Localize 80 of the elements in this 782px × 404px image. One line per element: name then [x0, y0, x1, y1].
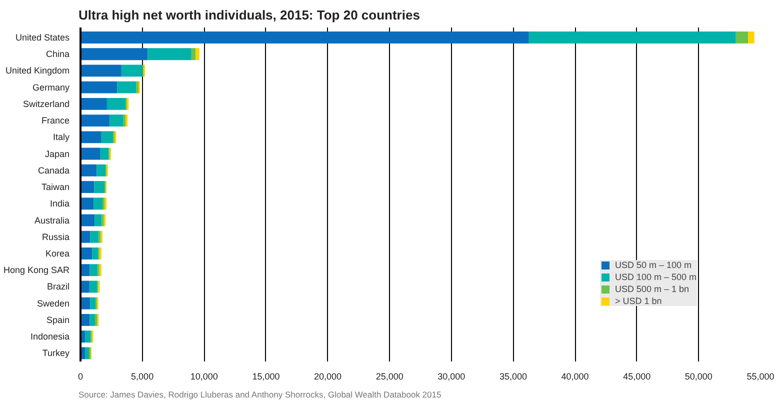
legend-label: > USD 1 bn — [615, 296, 662, 306]
bar — [80, 131, 102, 144]
x-tick-label: 15,000 — [252, 372, 280, 382]
bar — [80, 48, 148, 60]
y-tick-label: Switzerland — [22, 98, 70, 109]
x-tick-label: 25,000 — [376, 372, 404, 382]
bar — [90, 230, 99, 243]
bar — [104, 198, 107, 210]
bar — [90, 297, 96, 310]
y-tick-label: Canada — [38, 165, 70, 176]
bar — [92, 248, 98, 260]
bar — [80, 148, 100, 160]
bar — [94, 314, 98, 326]
y-tick-label: France — [41, 116, 70, 126]
bar — [110, 114, 124, 127]
chart-title: Ultra high net worth individuals, 2015: Top 20 countries — [78, 8, 420, 22]
bar — [94, 198, 103, 210]
bar — [123, 114, 126, 127]
y-tick-label: Russia — [42, 232, 70, 242]
bar — [196, 48, 200, 60]
bar — [96, 164, 106, 176]
x-tick-label: 5,000 — [131, 372, 154, 382]
x-tick-label: 35,000 — [499, 372, 527, 382]
bar — [106, 98, 126, 110]
x-tick-label: 50,000 — [684, 372, 712, 382]
y-tick-label: Sweden — [36, 298, 70, 308]
y-tick-label: Indonesia — [30, 332, 70, 342]
bar — [148, 48, 192, 60]
y-tick-label: Brazil — [46, 282, 70, 292]
bar — [748, 31, 754, 44]
bar — [121, 64, 142, 77]
bar — [80, 181, 94, 194]
y-tick-label: Spain — [46, 314, 70, 325]
y-tick-label: Taiwan — [41, 182, 70, 192]
bar — [80, 264, 90, 276]
bar — [736, 31, 748, 44]
bar — [80, 64, 122, 77]
bar — [80, 280, 90, 293]
bar — [90, 264, 98, 276]
bar — [85, 347, 90, 360]
legend-label: USD 50 m – 100 m — [615, 260, 692, 270]
bar — [80, 198, 94, 210]
y-tick-label: United Kingdom — [5, 66, 70, 76]
y-tick-label: India — [50, 198, 70, 209]
bar — [528, 31, 736, 44]
y-tick-label: Turkey — [42, 348, 70, 358]
bar — [90, 314, 95, 326]
x-tick-label: 20,000 — [314, 372, 342, 382]
bar — [80, 31, 529, 44]
bar — [80, 81, 118, 94]
bar — [80, 114, 110, 127]
bar — [100, 148, 109, 160]
source-note: Source: James Davies, Rodrigo Lluberas and Anthony Shorrocks, Global Wealth Databook 2015 — [78, 390, 442, 400]
y-tick-label: Italy — [52, 132, 70, 142]
y-tick-label: Germany — [32, 82, 70, 92]
legend-label: USD 500 m – 1 bn — [615, 284, 690, 294]
bar — [85, 330, 91, 343]
legend-label: USD 100 m – 500 m — [615, 272, 697, 282]
bar — [80, 248, 92, 260]
bar — [191, 48, 196, 60]
bar — [89, 280, 98, 293]
x-tick-label: 40,000 — [561, 372, 589, 382]
x-tick-label: 10,000 — [190, 372, 218, 382]
y-tick-label: Korea — [45, 248, 70, 258]
y-tick-label: United States — [15, 32, 70, 42]
bar — [94, 181, 104, 194]
x-tick-label: 55,000 — [746, 372, 774, 382]
y-tick-label: Japan — [44, 148, 70, 159]
x-tick-label: 30,000 — [438, 372, 466, 382]
bar — [80, 314, 90, 326]
y-tick-label: China — [46, 49, 70, 60]
y-tick-label: Hong Kong SAR — [3, 265, 70, 276]
bar — [80, 98, 107, 110]
x-tick-label: 45,000 — [623, 372, 651, 382]
x-tick-label: 0 — [78, 372, 84, 382]
bar — [94, 214, 102, 226]
y-tick-label: Australia — [34, 215, 70, 226]
bar — [117, 81, 136, 94]
bar — [80, 164, 97, 176]
bar — [101, 131, 114, 144]
